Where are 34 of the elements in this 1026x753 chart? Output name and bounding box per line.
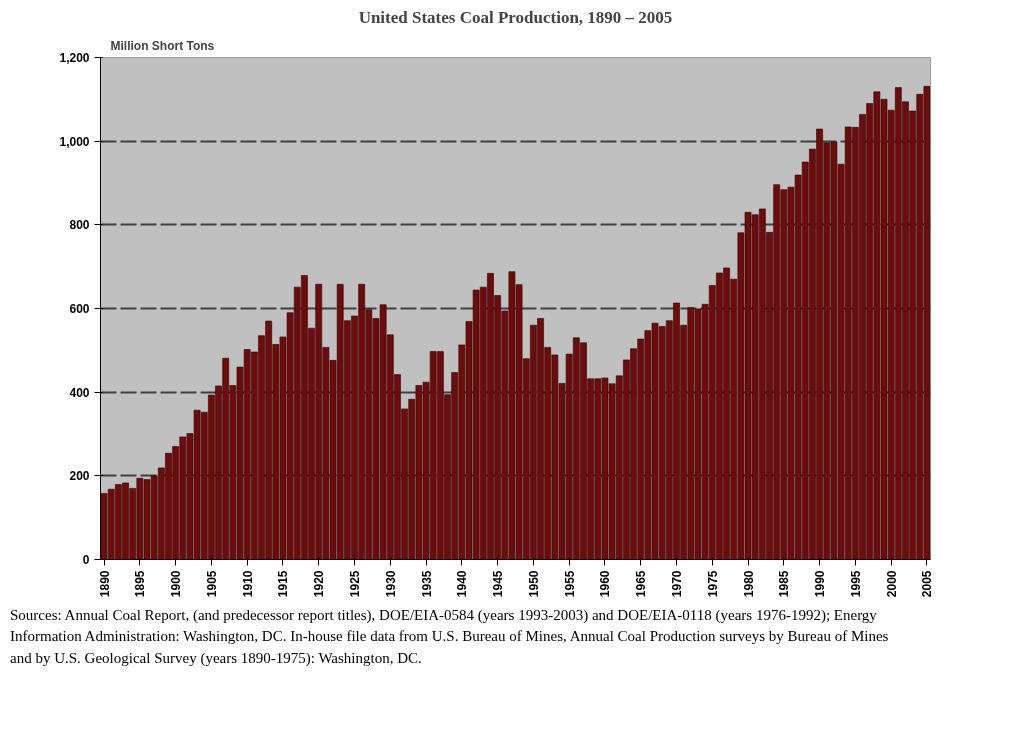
x-tick-label: 1965 (634, 570, 649, 598)
x-tick-label: 1955 (562, 570, 577, 598)
chart-title: United States Coal Production, 1890 – 2005 (358, 7, 673, 27)
x-tick-label: 2000 (884, 570, 899, 598)
y-tick-label: 200 (69, 469, 90, 484)
x-tick-label: 1890 (97, 570, 112, 598)
y-tick-label: 400 (69, 385, 90, 400)
y-tick-label: 0 (82, 553, 90, 567)
x-tick-label: 1925 (348, 570, 363, 598)
x-tick-label: 1935 (419, 570, 434, 598)
x-tick-label: 1995 (848, 570, 863, 598)
x-tick-label: 1950 (526, 570, 541, 598)
x-tick-label: 1985 (777, 570, 792, 598)
x-tick-label: 1905 (204, 570, 219, 598)
x-tick-label: 1975 (705, 570, 720, 598)
x-tick-label: 1945 (491, 570, 506, 598)
x-tick-label: 1920 (312, 570, 327, 598)
x-tick-label: 1980 (741, 570, 756, 598)
x-tick-label: 1990 (813, 570, 828, 598)
y-tick-label: 1,200 (59, 51, 90, 65)
y-tick-label: 800 (69, 218, 90, 233)
x-tick-label: 1895 (133, 570, 148, 598)
x-tick-label: 1900 (169, 570, 184, 598)
x-tick-label: 1970 (669, 570, 684, 598)
x-tick-label: 1915 (276, 570, 291, 598)
x-tick-label: 1940 (455, 570, 470, 598)
x-tick-label: 2005 (920, 570, 935, 598)
y-tick-label: 600 (69, 302, 90, 316)
source-note: Sources: Annual Coal Report, (and predecessor report titles), DOE/EIA-0584 (years 1993-2003) and DOE/EIA-0118 (years 1976-1992); Energy Information Administration: Washington, DC. In-house file data from U.S. Bureau of Mines, Annual Coal Production surveys by Bureau of Mines and by U.S. Geological Survey (years 1890-1975): Washington, DC. (10, 606, 890, 668)
y-axis-title: Million Short Tons (110, 38, 215, 53)
x-tick-label: 1910 (240, 570, 255, 598)
x-tick-label: 1930 (383, 570, 398, 598)
x-tick-label: 1960 (598, 570, 613, 598)
y-tick-label: 1,000 (59, 134, 90, 149)
